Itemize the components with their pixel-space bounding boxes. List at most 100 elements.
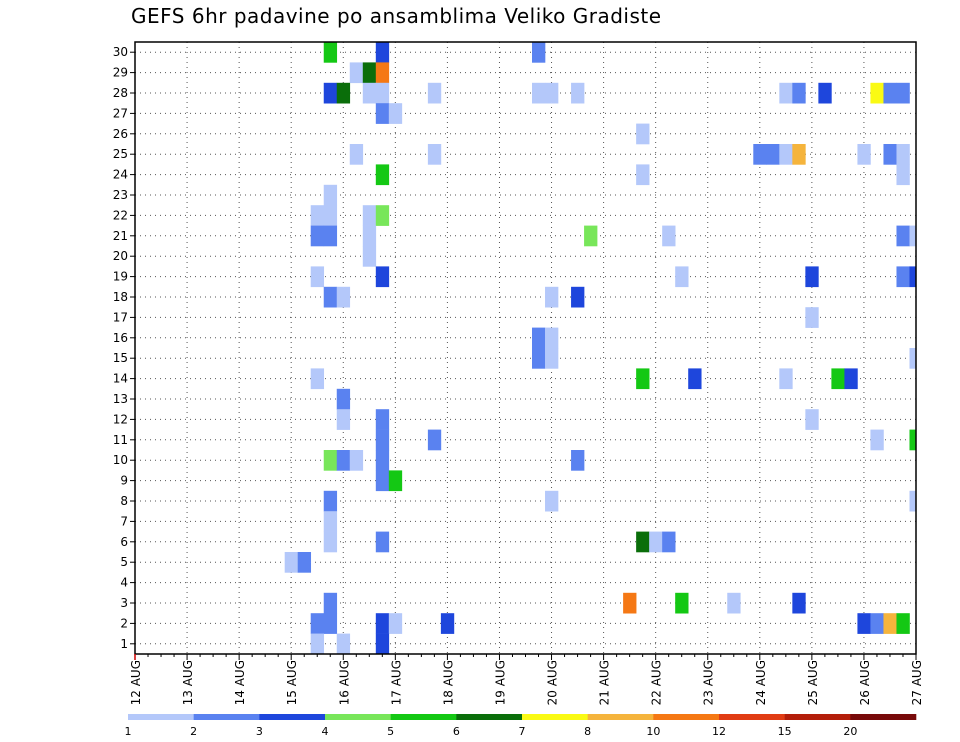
x-tick-label: 25 AUG [806,660,820,705]
data-cell [375,633,390,654]
data-cell [584,225,598,247]
data-cell [349,450,364,471]
y-tick-label: 15 [113,351,128,365]
colorbar-label: 1 [125,725,132,738]
data-cell [545,286,559,308]
data-cell [779,368,793,390]
colorbar-label: 6 [453,725,460,738]
y-tick-label: 13 [113,392,128,406]
data-cell [375,164,390,186]
data-cell [909,225,916,247]
data-cell [362,62,377,84]
colorbar-label: 8 [584,725,591,738]
data-cell [909,266,916,288]
data-cell [792,144,806,165]
x-tick-label: 21 AUG [598,660,612,705]
data-cell [532,327,546,349]
x-tick-label: 27 AUG [910,660,924,705]
y-tick-label: 28 [113,86,128,100]
data-cell [336,286,351,308]
y-tick-label: 21 [113,229,128,243]
x-tick-label: 13 AUG [181,660,195,705]
y-tick-label: 30 [113,45,128,59]
y-tick-label: 26 [113,127,128,141]
data-cell [323,184,338,206]
y-tick-label: 10 [113,453,128,467]
y-tick-label: 14 [113,372,128,386]
y-tick-label: 1 [120,637,128,651]
y-tick-label: 18 [113,290,128,304]
data-cell [323,82,338,104]
data-cell [766,144,780,165]
data-cell [792,82,806,104]
data-cell [375,450,390,471]
data-cell [362,246,377,267]
data-cell [545,327,559,349]
x-tick-label: 17 AUG [389,660,403,705]
x-tick-label: 14 AUG [233,660,247,705]
data-cell [323,490,338,512]
x-tick-label: 24 AUG [754,660,768,705]
data-cell [870,429,884,451]
data-cell [662,531,676,553]
data-cell [323,592,338,614]
data-cell [896,144,910,165]
data-cell [323,225,338,247]
data-cell [336,633,351,654]
data-cell [349,144,364,165]
y-tick-label: 5 [120,555,128,569]
data-cell [375,82,390,104]
data-cell [688,368,702,390]
y-tick-label: 8 [120,494,128,508]
data-cell [336,450,351,471]
data-cell [427,82,442,104]
data-cell [675,266,689,288]
data-cell [310,633,325,654]
y-tick-label: 2 [120,616,128,630]
y-tick-label: 16 [113,331,128,345]
x-tick-label: 18 AUG [441,660,455,705]
colorbar-legend: 1 2 3 4 5 6 7 8 10 12 15 20 [125,714,917,738]
y-tick-label: 27 [113,106,128,120]
y-axis: 1234567891011121314151617181920212223242… [113,45,135,651]
data-cell [323,450,338,471]
colorbar-label: 15 [778,725,792,738]
data-cell [883,613,897,634]
data-cell [388,613,403,634]
x-tick-label: 12 AUG [129,660,143,705]
data-cell [388,103,403,124]
data-cell [675,592,689,614]
data-cell [571,82,585,104]
data-cell [636,123,650,145]
data-cell [375,62,390,84]
data-cell [427,429,442,451]
data-cell [870,82,884,104]
colorbar-swatch [128,714,194,720]
y-tick-label: 7 [120,514,128,528]
data-cell [831,368,845,390]
colorbar-swatch [587,714,654,720]
colorbar-label: 5 [387,725,394,738]
data-cell [297,552,312,573]
data-cell [323,205,338,226]
data-cell [375,409,390,430]
y-tick-label: 3 [120,596,128,610]
colorbar-label: 3 [256,725,263,738]
data-cell [375,531,390,553]
data-cell [310,225,325,247]
data-cell [571,450,585,471]
data-cell [857,144,871,165]
data-cell [571,286,585,308]
y-tick-label: 6 [120,535,128,549]
data-cell [375,103,390,124]
x-tick-label: 20 AUG [546,660,560,705]
x-tick-label: 19 AUG [493,660,507,705]
colorbar-label: 2 [190,725,197,738]
data-cell [727,592,741,614]
data-cell [336,388,351,410]
colorbar-swatch [653,714,720,720]
data-cell [792,592,806,614]
data-cell [310,205,325,226]
data-cell [636,368,650,390]
y-tick-label: 4 [120,576,128,590]
